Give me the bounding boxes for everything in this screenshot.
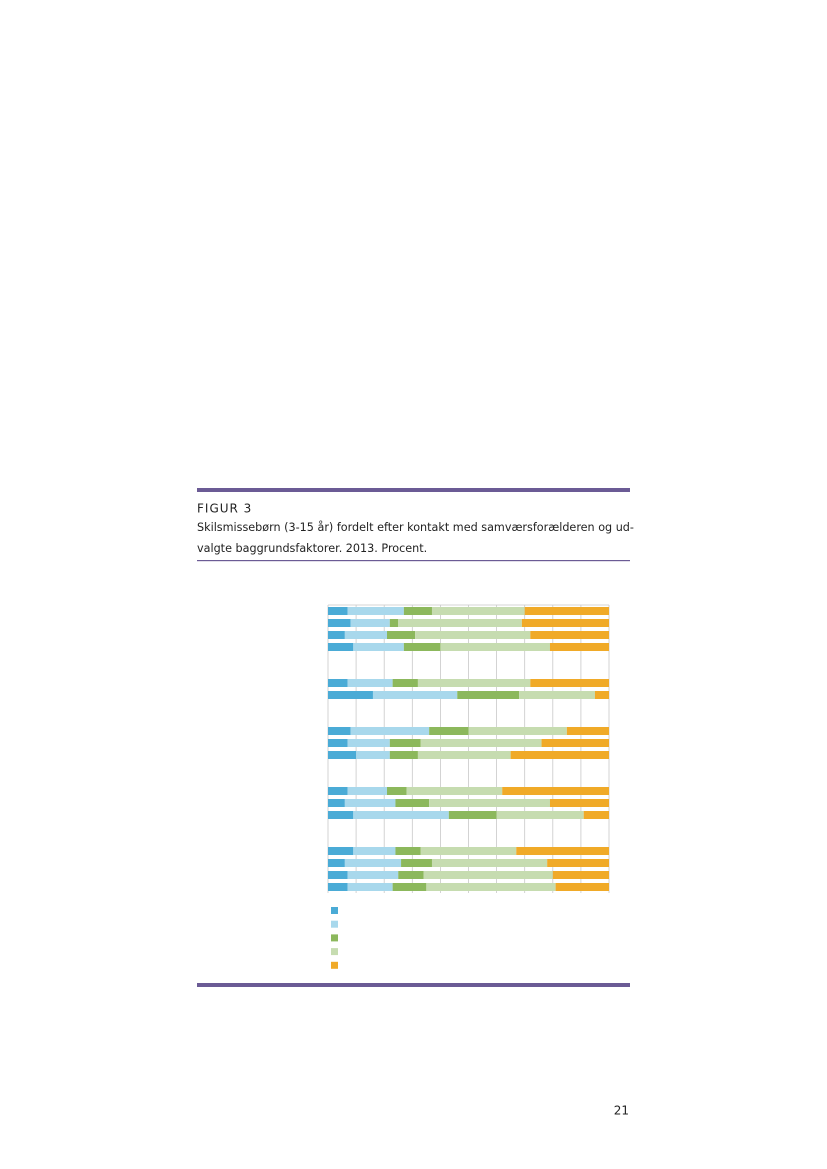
bar-segment [328, 727, 351, 735]
bar-segment [429, 799, 550, 807]
bar-segment [516, 847, 609, 855]
bar-segment [344, 631, 388, 639]
bar-segment [387, 631, 416, 639]
figure-title: valgte baggrundsfaktorer. 2013. Procent. [197, 542, 427, 555]
bottom-rule [197, 983, 630, 987]
bar-segment [328, 679, 348, 687]
bar-segment [328, 787, 348, 795]
bar-segment [541, 739, 609, 747]
bar-segment [403, 643, 441, 651]
bar-segment [594, 691, 609, 699]
page-number: 21 [614, 1104, 629, 1118]
bar-segment [403, 607, 432, 615]
bar-segment [417, 679, 531, 687]
bar-segment [552, 871, 609, 879]
bar-segment [549, 799, 609, 807]
bar-segment [420, 739, 542, 747]
bar-segment [547, 859, 609, 867]
bar-segment [566, 727, 609, 735]
chart [327, 604, 610, 969]
top-rule [197, 488, 630, 492]
bar-segment [328, 691, 373, 699]
bar-segment [353, 811, 449, 819]
bar-segment [344, 799, 396, 807]
legend-swatch [331, 948, 338, 956]
figure-label: FIGUR 3 [197, 502, 252, 516]
bar-segment [372, 691, 458, 699]
bar-segment [347, 787, 388, 795]
bar-segment [583, 811, 609, 819]
bar-segment [468, 727, 567, 735]
bar-segment [347, 607, 404, 615]
caption-rule [197, 560, 630, 562]
bar-segment [350, 619, 390, 627]
bar-segment [429, 727, 469, 735]
legend-swatch [331, 907, 338, 914]
bar-segment [328, 799, 345, 807]
bar-segment [328, 811, 354, 819]
bar-segment [420, 847, 517, 855]
bar-segment [328, 619, 351, 627]
bar-segment [519, 691, 595, 699]
bar-segment [502, 787, 609, 795]
bar-segment [417, 751, 511, 759]
bar-segment [549, 643, 609, 651]
legend-swatch [331, 934, 338, 942]
bar-segment [426, 883, 556, 891]
figure-title: Skilsmissebørn (3-15 år) fordelt efter k… [197, 521, 634, 534]
bar-segment [524, 607, 609, 615]
bar-segment [389, 739, 421, 747]
bar-segment [401, 859, 432, 867]
bar-segment [328, 859, 345, 867]
bar-segment [392, 679, 418, 687]
bar-segment [395, 847, 421, 855]
bar-segment [328, 643, 354, 651]
bar-segment [328, 631, 345, 639]
bar-segment [389, 751, 418, 759]
bar-segment [328, 607, 348, 615]
bar-segment [440, 643, 550, 651]
bar-segment [431, 607, 525, 615]
bar-segment [423, 871, 553, 879]
bar-segment [347, 883, 393, 891]
bar-segment [510, 751, 609, 759]
bar-segment [328, 883, 348, 891]
bar-segment [415, 631, 531, 639]
legend-swatch [331, 961, 338, 969]
bar-segment [344, 859, 402, 867]
bar-segment [496, 811, 584, 819]
bar-segment [406, 787, 503, 795]
bar-segment [328, 847, 354, 855]
bar-segment [328, 739, 348, 747]
bar-segment [530, 679, 609, 687]
bar-segment [353, 847, 396, 855]
bar-segment [398, 871, 424, 879]
bar-segment [328, 871, 348, 879]
bar-segment [448, 811, 497, 819]
bar-segment [356, 751, 390, 759]
bar-segment [350, 727, 430, 735]
bar-segment [387, 787, 407, 795]
bar-segment [530, 631, 609, 639]
legend-swatch [331, 920, 338, 928]
bar-segment [328, 751, 357, 759]
bar-segment [347, 871, 399, 879]
bar-segment [457, 691, 520, 699]
bar-segment [395, 799, 430, 807]
bar-segment [347, 679, 393, 687]
bar-segment [389, 619, 399, 627]
bar-segment [555, 883, 609, 891]
bar-segment [398, 619, 522, 627]
bar-segment [347, 739, 390, 747]
bar-segment [353, 643, 404, 651]
bar-segment [521, 619, 609, 627]
bar-segment [392, 883, 427, 891]
bar-segment [431, 859, 548, 867]
